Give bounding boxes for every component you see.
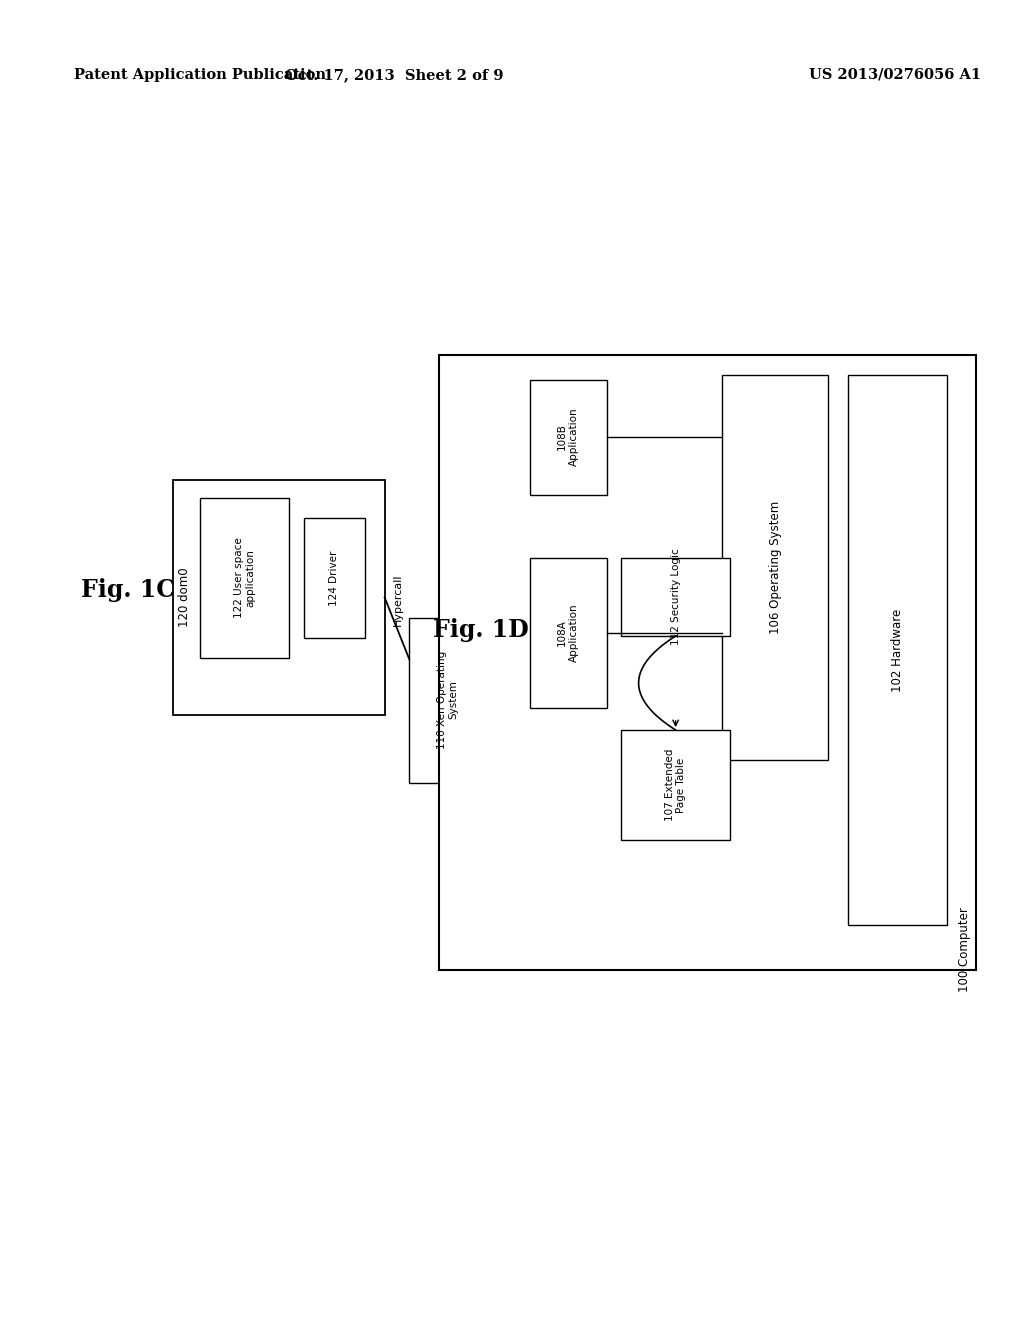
Bar — [622, 558, 730, 636]
Text: 122 User space
application: 122 User space application — [233, 537, 255, 618]
Bar — [173, 480, 385, 715]
Bar — [304, 517, 365, 638]
Bar — [848, 375, 947, 925]
Text: 102 Hardware: 102 Hardware — [891, 609, 904, 692]
Text: 120 dom0: 120 dom0 — [178, 568, 190, 627]
Text: US 2013/0276056 A1: US 2013/0276056 A1 — [809, 69, 981, 82]
Text: 110 Xen Operating
System: 110 Xen Operating System — [437, 651, 459, 750]
Text: 107 Extended
Page Table: 107 Extended Page Table — [665, 748, 686, 821]
Bar — [410, 618, 486, 783]
Bar — [529, 558, 606, 708]
Bar — [201, 498, 289, 657]
Bar — [622, 730, 730, 840]
Text: 108A
Application: 108A Application — [557, 603, 579, 663]
Text: Patent Application Publication: Patent Application Publication — [74, 69, 326, 82]
Bar — [529, 380, 606, 495]
Text: 112 Security Logic: 112 Security Logic — [671, 549, 681, 645]
Bar — [722, 375, 828, 760]
Text: 106 Operating System: 106 Operating System — [769, 500, 781, 634]
Text: Hypercall: Hypercall — [392, 574, 402, 626]
Text: Oct. 17, 2013  Sheet 2 of 9: Oct. 17, 2013 Sheet 2 of 9 — [286, 69, 504, 82]
Bar — [439, 355, 977, 970]
Text: Fig. 1C: Fig. 1C — [81, 578, 175, 602]
Text: 124 Driver: 124 Driver — [330, 550, 339, 606]
Text: 100 Computer: 100 Computer — [958, 908, 971, 993]
Text: Fig. 1D: Fig. 1D — [433, 618, 529, 642]
Text: 108B
Application: 108B Application — [557, 408, 579, 466]
